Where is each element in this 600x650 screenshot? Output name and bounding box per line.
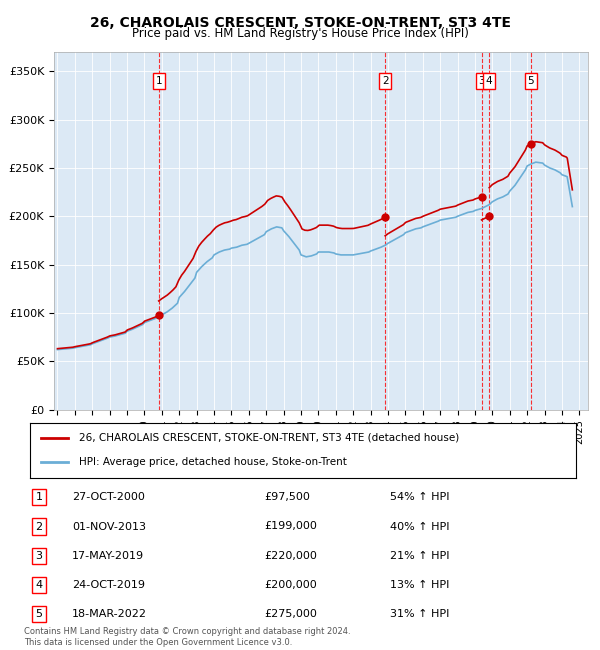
Text: 24-OCT-2019: 24-OCT-2019 (72, 580, 145, 590)
Text: 18-MAR-2022: 18-MAR-2022 (72, 609, 147, 619)
Text: 4: 4 (35, 580, 43, 590)
Text: 54% ↑ HPI: 54% ↑ HPI (390, 492, 449, 502)
Text: 1: 1 (35, 492, 43, 502)
Text: 13% ↑ HPI: 13% ↑ HPI (390, 580, 449, 590)
Text: 40% ↑ HPI: 40% ↑ HPI (390, 521, 449, 532)
Text: 01-NOV-2013: 01-NOV-2013 (72, 521, 146, 532)
Text: 3: 3 (35, 551, 43, 561)
Text: 26, CHAROLAIS CRESCENT, STOKE-ON-TRENT, ST3 4TE (detached house): 26, CHAROLAIS CRESCENT, STOKE-ON-TRENT, … (79, 433, 460, 443)
Text: 2: 2 (35, 521, 43, 532)
Text: £199,000: £199,000 (264, 521, 317, 532)
Text: £200,000: £200,000 (264, 580, 317, 590)
Text: 17-MAY-2019: 17-MAY-2019 (72, 551, 144, 561)
Text: £220,000: £220,000 (264, 551, 317, 561)
Text: 21% ↑ HPI: 21% ↑ HPI (390, 551, 449, 561)
Text: 2: 2 (382, 76, 388, 86)
Text: 5: 5 (527, 76, 534, 86)
Text: 5: 5 (35, 609, 43, 619)
Text: £275,000: £275,000 (264, 609, 317, 619)
Text: 31% ↑ HPI: 31% ↑ HPI (390, 609, 449, 619)
Text: Contains HM Land Registry data © Crown copyright and database right 2024.
This d: Contains HM Land Registry data © Crown c… (24, 627, 350, 647)
Text: 1: 1 (155, 76, 162, 86)
Text: £97,500: £97,500 (264, 492, 310, 502)
Text: 27-OCT-2000: 27-OCT-2000 (72, 492, 145, 502)
Text: 3: 3 (478, 76, 485, 86)
Text: Price paid vs. HM Land Registry's House Price Index (HPI): Price paid vs. HM Land Registry's House … (131, 27, 469, 40)
Text: 4: 4 (486, 76, 493, 86)
Text: 26, CHAROLAIS CRESCENT, STOKE-ON-TRENT, ST3 4TE: 26, CHAROLAIS CRESCENT, STOKE-ON-TRENT, … (89, 16, 511, 31)
Text: HPI: Average price, detached house, Stoke-on-Trent: HPI: Average price, detached house, Stok… (79, 458, 347, 467)
